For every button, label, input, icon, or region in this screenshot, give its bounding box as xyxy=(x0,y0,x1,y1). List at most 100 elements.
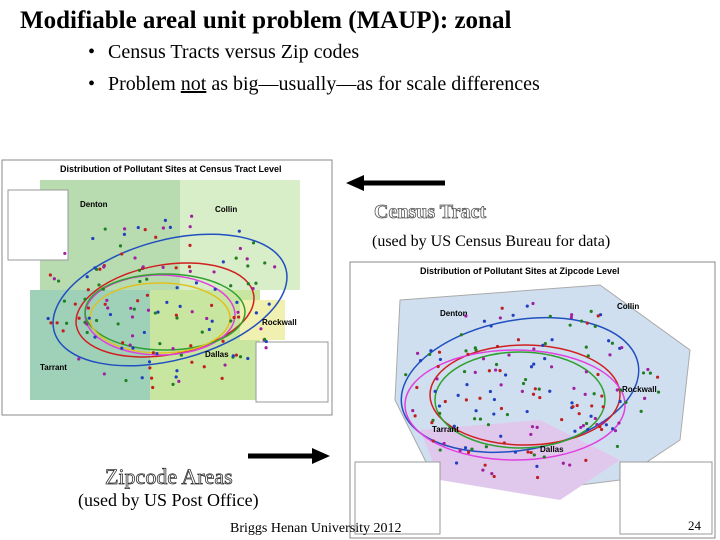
site-dot xyxy=(639,409,643,413)
slide-title: Modifiable areal unit problem (MAUP): zo… xyxy=(20,7,511,34)
site-dot xyxy=(93,335,97,339)
county-label: Tarrant xyxy=(40,363,67,372)
site-dot xyxy=(526,450,530,454)
site-dot xyxy=(177,379,181,383)
site-dot xyxy=(174,375,178,379)
site-dot xyxy=(161,265,165,269)
site-dot xyxy=(194,281,199,285)
site-dot xyxy=(570,401,574,405)
site-dot xyxy=(535,464,539,468)
site-dot xyxy=(507,353,511,357)
site-dot xyxy=(136,225,140,230)
site-dot xyxy=(404,373,408,377)
site-dot xyxy=(550,338,554,342)
site-dot xyxy=(236,310,240,314)
site-dot xyxy=(48,273,52,277)
site-dot xyxy=(56,279,61,283)
site-dot xyxy=(538,395,542,400)
site-dot xyxy=(178,304,182,309)
site-dot xyxy=(438,411,442,415)
site-dot xyxy=(619,388,623,392)
site-dot xyxy=(499,406,504,411)
site-dot xyxy=(584,421,589,426)
site-dot xyxy=(484,445,488,449)
site-dot xyxy=(136,299,140,303)
site-dot xyxy=(570,313,574,317)
site-dot xyxy=(91,236,95,241)
site-dot xyxy=(500,306,504,310)
site-dot xyxy=(466,450,471,454)
site-dot xyxy=(102,372,106,376)
site-dot xyxy=(466,352,470,356)
site-dot xyxy=(533,387,537,391)
site-dot xyxy=(263,261,267,265)
site-dot xyxy=(596,314,600,318)
site-dot xyxy=(487,369,491,373)
site-dot xyxy=(105,298,109,303)
site-dot xyxy=(151,351,155,355)
site-dot xyxy=(234,353,238,357)
site-dot xyxy=(187,265,192,269)
site-dot xyxy=(641,371,646,375)
site-dot xyxy=(61,329,65,333)
site-dot xyxy=(121,341,125,345)
bullet-part: as big—usually—as for scale differences xyxy=(206,73,540,95)
site-dot xyxy=(207,327,211,332)
site-dot xyxy=(163,218,168,222)
county-label: Denton xyxy=(440,309,468,318)
site-dot xyxy=(577,412,581,416)
census-note: (used by US Census Bureau for data) xyxy=(372,233,610,250)
site-dot xyxy=(438,448,442,452)
site-dot xyxy=(581,424,586,428)
site-dot xyxy=(462,369,467,374)
site-dot xyxy=(575,403,579,408)
site-dot xyxy=(560,417,564,422)
site-dot xyxy=(584,458,588,462)
site-dot xyxy=(131,346,135,350)
site-dot xyxy=(601,405,605,409)
site-dot xyxy=(592,392,596,396)
site-dot xyxy=(108,312,113,317)
site-dot xyxy=(646,367,650,372)
ellipse xyxy=(404,349,626,461)
legend-box xyxy=(354,461,441,535)
site-dot xyxy=(463,446,468,450)
site-dot xyxy=(190,214,194,218)
site-dot xyxy=(589,309,593,313)
site-dot xyxy=(607,339,611,343)
site-dot xyxy=(65,321,69,325)
bullet-mark: • xyxy=(88,41,95,63)
site-dot xyxy=(464,349,468,353)
site-dot xyxy=(156,310,160,314)
site-dot xyxy=(151,385,155,390)
site-dot xyxy=(85,330,89,335)
site-dot xyxy=(456,393,460,397)
site-dot xyxy=(142,330,146,335)
ellipse xyxy=(434,351,606,449)
site-dot xyxy=(443,399,447,404)
site-dot xyxy=(435,377,439,381)
site-dot xyxy=(137,268,142,272)
site-dot xyxy=(489,324,493,328)
site-dot xyxy=(175,316,179,320)
site-dot xyxy=(120,346,124,350)
site-dot xyxy=(541,343,545,347)
site-dot xyxy=(411,409,415,413)
bullet: Problem not as big—usually—as for scale … xyxy=(108,73,540,95)
site-dot xyxy=(83,297,87,301)
site-dot xyxy=(548,389,552,393)
site-dot xyxy=(86,288,90,292)
site-dot xyxy=(481,468,485,472)
site-dot xyxy=(481,357,486,361)
site-dot xyxy=(235,300,239,304)
site-dot xyxy=(132,307,136,311)
site-dot xyxy=(148,366,152,370)
site-dot xyxy=(608,353,612,357)
site-dot xyxy=(130,315,135,319)
site-dot xyxy=(525,409,529,414)
county-label: Collin xyxy=(617,302,639,311)
county-label: Rockwall xyxy=(262,318,297,327)
site-dot xyxy=(213,287,217,291)
ellipse xyxy=(52,233,288,367)
bullet-mark: • xyxy=(88,73,95,95)
